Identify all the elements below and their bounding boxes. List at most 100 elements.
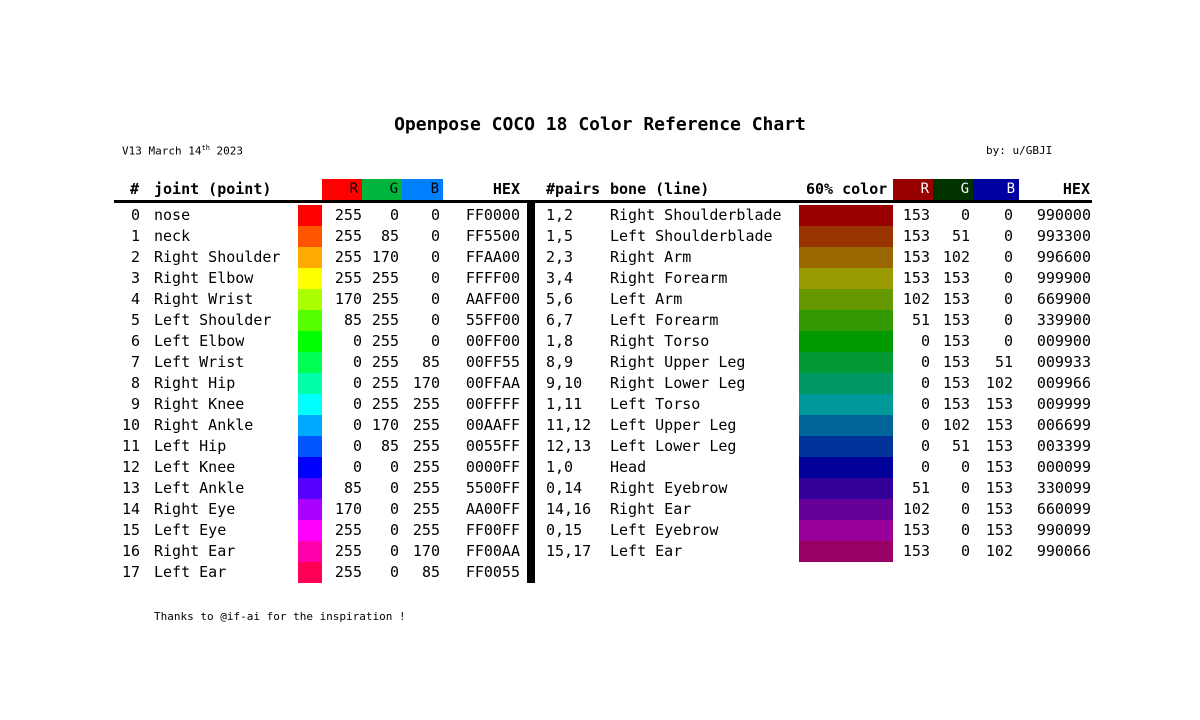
bone-b: 153: [985, 479, 1013, 497]
bone-r: 153: [902, 542, 930, 560]
joint-hex: FF0000: [465, 206, 520, 224]
bone-b: 0: [1003, 227, 1013, 245]
bone-hex: 000099: [1036, 458, 1091, 476]
bone-name: Right Shoulderblade: [610, 206, 782, 224]
joint-g: 255: [371, 311, 399, 329]
bone-b: 153: [985, 416, 1013, 434]
bone-pair: 1,11: [546, 395, 583, 413]
bone-pair: 0,14: [546, 479, 583, 497]
joint-hex: 55FF00: [465, 311, 520, 329]
bone-color-swatch: [799, 226, 893, 247]
joint-r: 255: [334, 563, 362, 581]
joint-g: 0: [389, 458, 399, 476]
bone-hex: 990066: [1036, 542, 1091, 560]
bone-name: Left Shoulderblade: [610, 227, 773, 245]
bone-pair: 1,8: [546, 332, 574, 350]
joint-num: 0: [130, 206, 140, 224]
bone-hex: 999900: [1036, 269, 1091, 287]
joint-b: 0: [430, 206, 440, 224]
joint-name: Left Wrist: [154, 353, 245, 371]
bone-r: 0: [920, 332, 930, 350]
joint-name: Right Elbow: [154, 269, 254, 287]
joint-color-swatch: [298, 520, 322, 541]
bone-pair: 0,15: [546, 521, 583, 539]
joint-color-swatch: [298, 562, 322, 583]
bone-b: 153: [985, 521, 1013, 539]
bone-hex: 330099: [1036, 479, 1091, 497]
author-label: by: u/GBJI: [986, 144, 1053, 157]
bone-pair: 9,10: [546, 374, 583, 392]
bone-pair: 8,9: [546, 353, 574, 371]
header-hex2: HEX: [1062, 180, 1090, 198]
joint-g: 0: [389, 206, 399, 224]
bone-r: 153: [902, 227, 930, 245]
joint-hex: 00FF00: [465, 332, 520, 350]
joint-num: 3: [130, 269, 140, 287]
date-year: 2023: [216, 144, 244, 158]
bone-name: Right Eyebrow: [610, 479, 728, 497]
bone-pair: 1,5: [546, 227, 574, 245]
joint-row: 14 Right Eye 170 0 255 AA00FF: [0, 499, 1200, 520]
joint-hex: FF0055: [465, 563, 520, 581]
joint-name: Right Ankle: [154, 416, 254, 434]
joint-g: 85: [380, 227, 399, 245]
bone-r: 0: [920, 416, 930, 434]
joint-r: 0: [352, 416, 362, 434]
joint-g: 255: [371, 332, 399, 350]
joint-color-swatch: [298, 415, 322, 436]
bone-r: 51: [911, 479, 930, 497]
joint-num: 6: [130, 332, 140, 350]
bone-row: 3,4 Right Forearm 153 153 0 999900: [0, 268, 1200, 289]
joint-g: 170: [371, 416, 399, 434]
bone-color-swatch: [799, 478, 893, 499]
bone-name: Left Arm: [610, 290, 683, 308]
bone-row: 0,15 Left Eyebrow 153 0 153 990099: [0, 520, 1200, 541]
bone-color-swatch: [799, 541, 893, 562]
joint-row: 7 Left Wrist 0 255 85 00FF55: [0, 352, 1200, 373]
joint-hex: 0000FF: [465, 458, 520, 476]
bone-hex: 003399: [1036, 437, 1091, 455]
bone-b: 153: [985, 500, 1013, 518]
bone-hex: 006699: [1036, 416, 1091, 434]
bone-g: 153: [942, 395, 970, 413]
bone-r: 0: [920, 395, 930, 413]
bone-name: Left Ear: [610, 542, 683, 560]
joint-color-swatch: [298, 247, 322, 268]
bone-name: Left Forearm: [610, 311, 719, 329]
joint-r: 255: [334, 248, 362, 266]
bone-pair: 3,4: [546, 269, 574, 287]
bone-name: Left Upper Leg: [610, 416, 737, 434]
joint-color-swatch: [298, 457, 322, 478]
joint-color-swatch: [298, 541, 322, 562]
joint-g: 255: [371, 353, 399, 371]
bone-pair: 1,0: [546, 458, 574, 476]
bone-b: 102: [985, 374, 1013, 392]
joint-num: 2: [130, 248, 140, 266]
joint-g: 255: [371, 269, 399, 287]
joint-color-swatch: [298, 499, 322, 520]
bone-g: 102: [942, 248, 970, 266]
bone-pair: 11,12: [546, 416, 592, 434]
joint-b: 0: [430, 269, 440, 287]
bone-row: 2,3 Right Arm 153 102 0 996600: [0, 247, 1200, 268]
joint-row: 8 Right Hip 0 255 170 00FFAA: [0, 373, 1200, 394]
joint-num: 10: [121, 416, 140, 434]
joint-r: 85: [343, 479, 362, 497]
header-60-color: 60% color: [806, 180, 888, 198]
bone-g: 51: [951, 227, 970, 245]
joint-hex: FF00FF: [465, 521, 520, 539]
bone-r: 51: [911, 311, 930, 329]
bone-b: 0: [1003, 311, 1013, 329]
bone-r: 102: [902, 500, 930, 518]
joint-r: 255: [334, 269, 362, 287]
bone-color-swatch: [799, 394, 893, 415]
joint-row: 1 neck 255 85 0 FF5500: [0, 226, 1200, 247]
joint-r: 255: [334, 227, 362, 245]
bone-hex: 993300: [1036, 227, 1091, 245]
joint-num: 14: [121, 500, 140, 518]
bone-name: Right Forearm: [610, 269, 728, 287]
header-joint: joint (point): [154, 180, 272, 198]
bone-b: 0: [1003, 269, 1013, 287]
bone-row: 1,0 Head 0 0 153 000099: [0, 457, 1200, 478]
header-b: B: [402, 179, 443, 200]
